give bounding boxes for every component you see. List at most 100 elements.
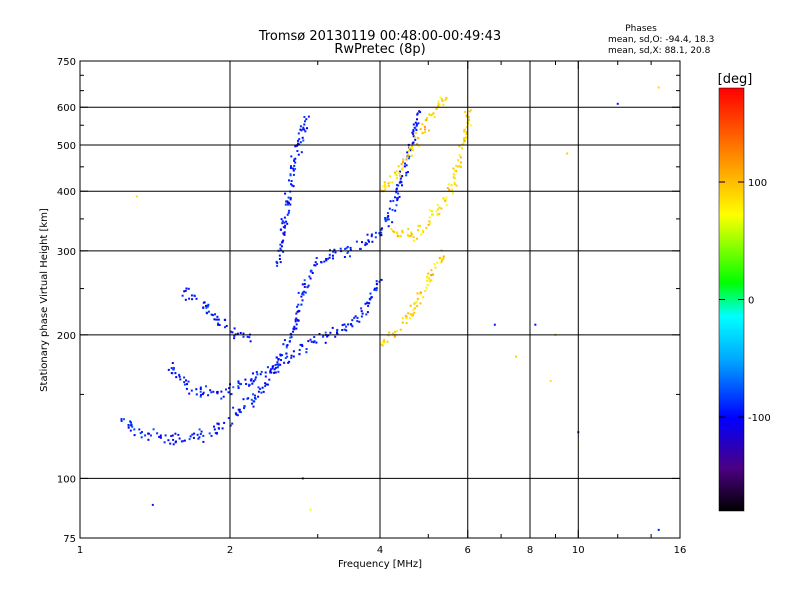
data-point: [301, 299, 304, 302]
data-point: [455, 164, 458, 167]
data-point: [515, 355, 518, 358]
data-point: [375, 280, 378, 283]
data-point: [282, 239, 285, 242]
data-point: [360, 315, 363, 318]
data-point: [279, 363, 282, 366]
data-point: [188, 392, 191, 395]
data-point: [303, 290, 306, 293]
data-point: [170, 372, 173, 374]
data-point: [283, 221, 286, 224]
data-point: [493, 323, 496, 326]
data-point: [205, 306, 208, 309]
data-point: [287, 201, 290, 204]
y-tick-label: 100: [57, 474, 76, 485]
data-point: [293, 159, 296, 162]
data-point: [195, 393, 198, 396]
data-point: [390, 228, 393, 231]
data-point: [314, 261, 317, 264]
data-point: [293, 158, 296, 161]
stats-line-o: mean, sd,O: -94.4, 18.3: [608, 35, 714, 45]
data-point: [410, 233, 413, 235]
data-point: [290, 183, 292, 186]
data-point: [297, 291, 300, 294]
data-point: [213, 318, 216, 321]
data-point: [336, 328, 339, 331]
data-point: [224, 319, 227, 321]
data-point: [238, 410, 241, 413]
data-point: [282, 250, 285, 253]
data-point: [183, 376, 186, 379]
data-point: [419, 291, 422, 294]
data-point: [327, 257, 329, 260]
data-point: [395, 231, 398, 234]
data-point: [147, 432, 150, 435]
data-point: [417, 224, 420, 227]
data-point: [149, 434, 152, 437]
data-point: [440, 259, 443, 262]
data-point: [308, 275, 311, 278]
data-point: [315, 341, 318, 344]
data-point: [380, 343, 383, 346]
data-point: [378, 232, 381, 235]
data-point: [240, 383, 242, 386]
data-point: [328, 253, 331, 256]
data-point: [394, 171, 396, 174]
data-point: [284, 357, 287, 359]
data-point: [380, 278, 383, 281]
data-point: [400, 175, 403, 178]
data-point: [453, 181, 456, 184]
data-point: [396, 232, 399, 235]
data-point: [458, 154, 461, 157]
data-point: [190, 389, 193, 392]
data-point: [381, 227, 383, 230]
data-point: [301, 343, 303, 346]
data-point: [412, 308, 415, 311]
data-point: [417, 137, 420, 140]
colorbar-ticks: 100 0 -100: [719, 178, 771, 424]
data-point: [414, 136, 417, 139]
data-point: [616, 102, 619, 105]
data-point: [399, 174, 402, 177]
data-point: [328, 256, 331, 259]
data-point: [205, 385, 207, 388]
data-point: [141, 431, 143, 433]
data-point: [460, 161, 462, 164]
data-point: [190, 294, 193, 297]
data-point: [217, 322, 220, 325]
data-point: [415, 124, 418, 127]
data-point: [386, 340, 389, 343]
data-point: [412, 133, 415, 136]
data-point: [450, 184, 453, 187]
data-point: [418, 292, 421, 295]
data-point: [216, 432, 218, 435]
data-point: [425, 119, 428, 121]
data-point: [220, 397, 223, 400]
data-point: [193, 295, 196, 297]
data-point: [411, 147, 414, 149]
data-point: [273, 368, 276, 371]
data-point: [392, 199, 395, 202]
data-point: [280, 218, 283, 221]
data-point: [458, 164, 461, 167]
data-point: [336, 333, 339, 335]
data-point: [177, 433, 180, 436]
data-point: [218, 324, 221, 326]
data-point: [334, 251, 337, 254]
data-point: [300, 303, 303, 306]
data-point: [329, 249, 331, 252]
data-point: [248, 383, 251, 386]
data-point: [411, 314, 413, 317]
data-point: [380, 234, 383, 237]
grid-lines: [80, 61, 680, 538]
data-point: [437, 100, 440, 103]
data-point: [424, 131, 427, 134]
data-point: [391, 208, 394, 211]
data-point: [416, 297, 419, 300]
data-point: [454, 177, 457, 180]
data-point: [430, 269, 433, 272]
data-point: [217, 427, 220, 430]
data-point: [262, 390, 265, 393]
data-point: [210, 391, 213, 394]
data-point: [405, 164, 408, 167]
data-point: [428, 220, 431, 223]
